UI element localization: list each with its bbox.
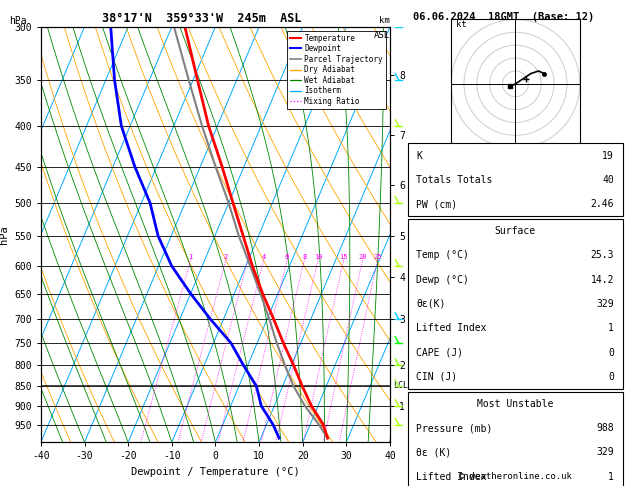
Text: 15: 15 bbox=[340, 254, 348, 260]
Text: hPa: hPa bbox=[9, 16, 27, 26]
Text: 14.2: 14.2 bbox=[591, 275, 614, 285]
Y-axis label: hPa: hPa bbox=[0, 225, 9, 244]
Bar bbox=[408, 392, 623, 486]
Text: 25: 25 bbox=[373, 254, 382, 260]
Legend: Temperature, Dewpoint, Parcel Trajectory, Dry Adiabat, Wet Adiabat, Isotherm, Mi: Temperature, Dewpoint, Parcel Trajectory… bbox=[287, 31, 386, 109]
Text: 40: 40 bbox=[603, 175, 614, 185]
Text: Surface: Surface bbox=[494, 226, 536, 236]
Text: 20: 20 bbox=[359, 254, 367, 260]
Text: Lifted Index: Lifted Index bbox=[416, 323, 487, 333]
Text: 329: 329 bbox=[596, 448, 614, 457]
Bar bbox=[408, 219, 623, 389]
Text: 1: 1 bbox=[608, 472, 614, 482]
Text: 0: 0 bbox=[608, 372, 614, 382]
Text: 329: 329 bbox=[596, 299, 614, 309]
Text: θε (K): θε (K) bbox=[416, 448, 452, 457]
Text: CIN (J): CIN (J) bbox=[416, 372, 457, 382]
Text: kt: kt bbox=[456, 20, 467, 29]
Text: Totals Totals: Totals Totals bbox=[416, 175, 493, 185]
Text: 10: 10 bbox=[314, 254, 322, 260]
Text: 2.46: 2.46 bbox=[591, 199, 614, 209]
Text: 8: 8 bbox=[302, 254, 306, 260]
Bar bbox=[408, 143, 623, 216]
Text: 4: 4 bbox=[262, 254, 266, 260]
Text: 06.06.2024  18GMT  (Base: 12): 06.06.2024 18GMT (Base: 12) bbox=[413, 12, 594, 22]
Text: 38°17'N  359°33'W  245m  ASL: 38°17'N 359°33'W 245m ASL bbox=[101, 12, 301, 25]
Text: CAPE (J): CAPE (J) bbox=[416, 347, 463, 358]
Text: Dewp (°C): Dewp (°C) bbox=[416, 275, 469, 285]
Text: 1: 1 bbox=[608, 323, 614, 333]
Text: Temp (°C): Temp (°C) bbox=[416, 250, 469, 260]
Text: PW (cm): PW (cm) bbox=[416, 199, 457, 209]
Text: 988: 988 bbox=[596, 423, 614, 433]
Text: θε(K): θε(K) bbox=[416, 299, 445, 309]
Text: Mixing Ratio (g/kg): Mixing Ratio (g/kg) bbox=[435, 183, 444, 286]
Text: Pressure (mb): Pressure (mb) bbox=[416, 423, 493, 433]
Text: 1: 1 bbox=[188, 254, 192, 260]
Text: ASL: ASL bbox=[374, 31, 390, 40]
Text: © weatheronline.co.uk: © weatheronline.co.uk bbox=[459, 472, 572, 481]
Text: Most Unstable: Most Unstable bbox=[477, 399, 554, 409]
Text: 2: 2 bbox=[224, 254, 228, 260]
Text: Lifted Index: Lifted Index bbox=[416, 472, 487, 482]
Text: LCL: LCL bbox=[394, 381, 408, 390]
Text: K: K bbox=[416, 151, 422, 160]
X-axis label: Dewpoint / Temperature (°C): Dewpoint / Temperature (°C) bbox=[131, 467, 300, 477]
Text: 6: 6 bbox=[285, 254, 289, 260]
Text: 25.3: 25.3 bbox=[591, 250, 614, 260]
Text: 0: 0 bbox=[608, 347, 614, 358]
Text: 19: 19 bbox=[603, 151, 614, 160]
Text: km: km bbox=[379, 16, 390, 25]
Text: 3: 3 bbox=[245, 254, 250, 260]
